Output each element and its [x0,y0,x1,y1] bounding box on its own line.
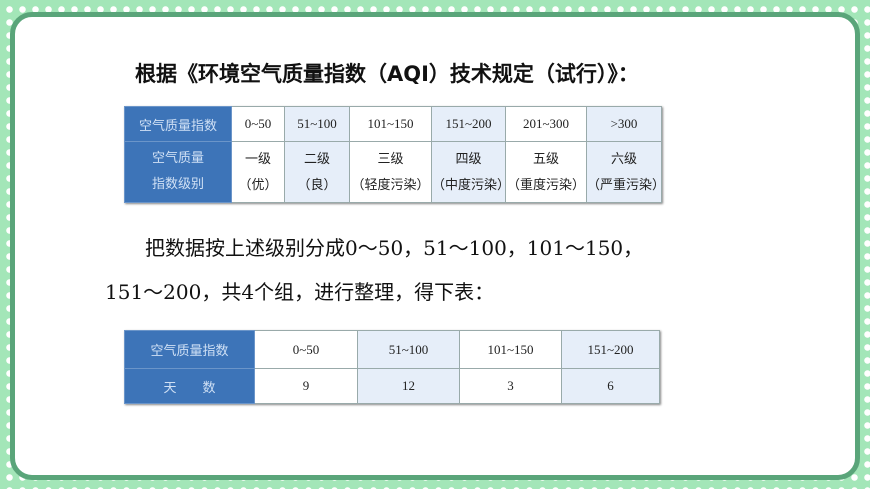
level-cell: 六级 （严重污染） [586,141,665,203]
days-table: 空气质量指数 0~50 51~100 101~150 151~200 天 数 9… [124,330,660,404]
level-cell: 四级 （中度污染） [431,141,510,203]
header-line: 空气质量 [151,151,204,166]
paragraph-line: 把数据按上述级别分成0～50，51～100，101～150， [145,236,644,260]
days-cell: 12 [357,368,460,404]
range-cell: 201~300 [505,106,587,142]
level-cell: 二级 （良） [284,141,350,203]
range-cell: 151~200 [431,106,506,142]
range-cell: 151~200 [561,330,660,369]
aqi-level-table: 空气质量指数 0~50 51~100 101~150 151~200 201~3… [124,106,665,203]
header-cell: 空气质量指数 [124,330,255,369]
header-cell: 天 数 [124,368,255,404]
table-row: 天 数 9 12 3 6 [124,368,660,404]
level-cell: 五级 （重度污染） [505,141,587,203]
level-cell: 三级 （轻度污染） [349,141,432,203]
range-cell: >300 [586,106,662,142]
range-cell: 0~50 [231,106,285,142]
range-cell: 0~50 [254,330,358,369]
range-cell: 51~100 [284,106,350,142]
table-row: 空气质量指数级别 一级 （优） 二级 （良） 三级 （轻度污染） 四级 （中度污染） 五… [124,141,665,203]
header-line: 指数级别 [151,177,204,192]
level-cell: 一级 （优） [231,141,285,203]
header-cell: 空气质量 指数级别 [124,141,232,203]
slide-title: 根据《环境空气质量指数（AQI）技术规定（试行）》： [135,62,639,86]
table-row: 空气质量指数 0~50 51~100 101~150 151~200 [124,330,660,369]
table-row: 空气质量指数 0~50 51~100 101~150 151~200 201~3… [124,106,662,142]
range-cell: 51~100 [357,330,460,369]
days-cell: 6 [561,368,660,404]
paragraph-line: 151～200，共4个组，进行整理，得下表： [105,280,495,304]
days-cell: 9 [254,368,358,404]
header-cell: 空气质量指数 [124,106,232,142]
days-cell: 3 [459,368,562,404]
range-cell: 101~150 [349,106,432,142]
range-cell: 101~150 [459,330,562,369]
